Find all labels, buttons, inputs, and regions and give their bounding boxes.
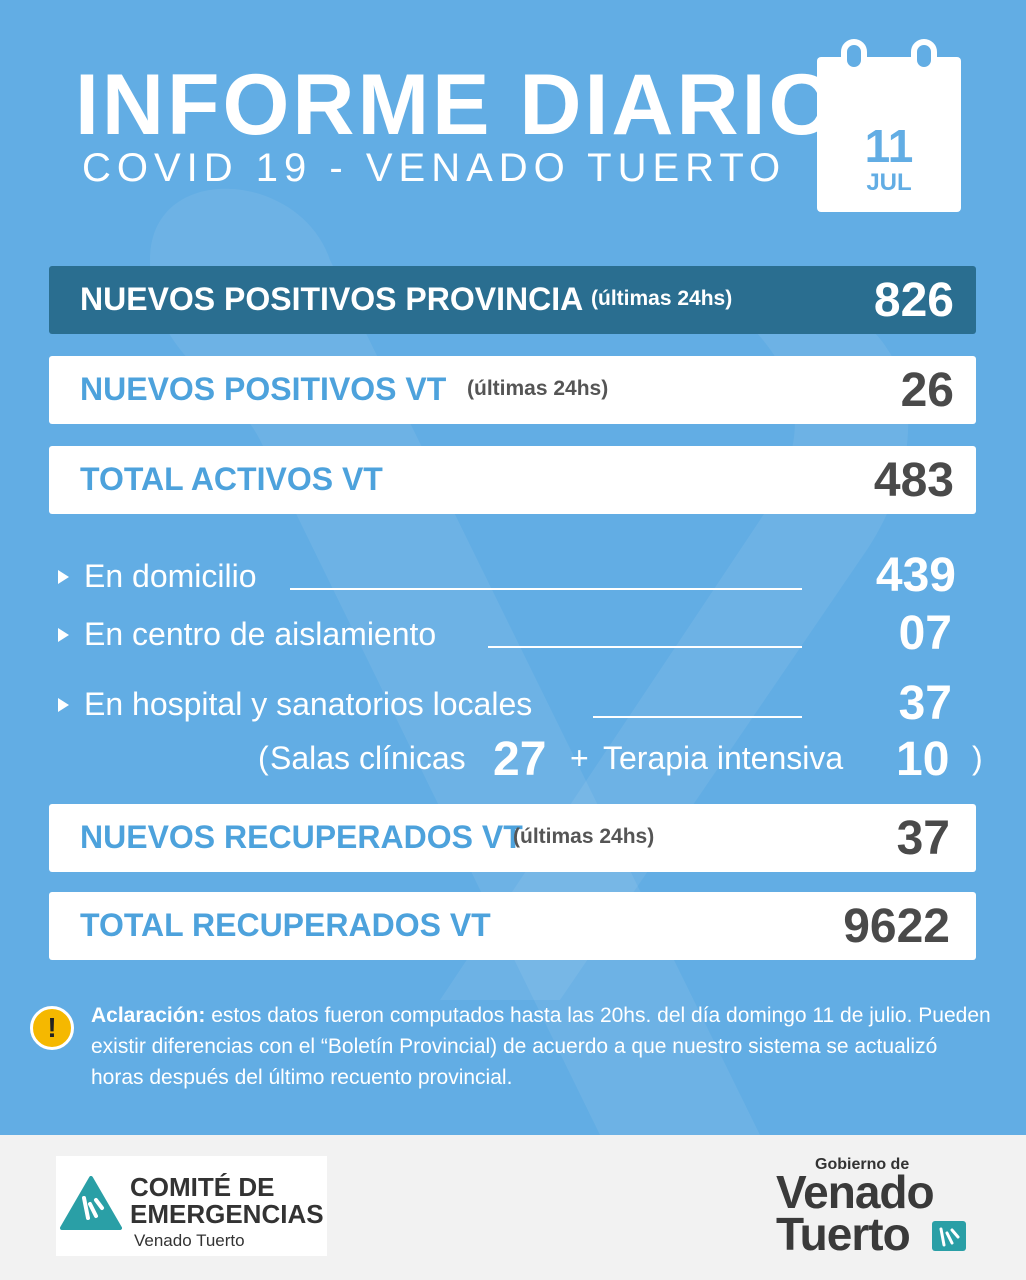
stat-note: (últimas 24hs): [591, 287, 733, 310]
page-title: INFORME DIARIO: [75, 57, 839, 153]
calendar-ring-right: [911, 39, 937, 73]
stat-bar-provincia: NUEVOS POSITIVOS PROVINCIA (últimas 24hs…: [49, 266, 976, 334]
breakdown-open-paren: (: [258, 740, 269, 776]
detail-leader-line: [290, 588, 802, 590]
detail-label: En hospital y sanatorios locales: [84, 686, 533, 722]
stat-value: 37: [896, 812, 950, 865]
stat-bar-activos-vt: TOTAL ACTIVOS VT 483: [49, 446, 976, 514]
comite-logo-block: COMITÉ DE EMERGENCIAS Venado Tuerto: [56, 1156, 327, 1256]
stat-label: NUEVOS RECUPERADOS VT: [80, 819, 523, 855]
stat-label: NUEVOS POSITIVOS PROVINCIA: [80, 281, 584, 317]
detail-row-domicilio: En domicilio 439: [58, 552, 958, 606]
calendar-icon: DOMINGO 11 JUL: [817, 39, 961, 212]
gobierno-logo-icon: [932, 1221, 966, 1251]
detail-label: En centro de aislamiento: [84, 616, 437, 652]
breakdown-terapia-label: Terapia intensiva: [603, 740, 844, 776]
comite-line1: COMITÉ DE: [130, 1172, 275, 1202]
disclaimer: Aclaración: estos datos fueron computado…: [91, 1000, 991, 1093]
triangle-bullet-icon: [58, 628, 69, 642]
page-subtitle: COVID 19 - VENADO TUERTO: [82, 146, 787, 190]
hospital-breakdown: ( Salas clínicas 27 + Terapia intensiva …: [0, 736, 1026, 792]
breakdown-terapia-value: 10: [896, 733, 950, 786]
gobierno-line1: Venado: [776, 1166, 935, 1218]
calendar-month: JUL: [866, 169, 912, 196]
stat-label: NUEVOS POSITIVOS VT: [80, 371, 447, 407]
warning-icon: !: [30, 1006, 74, 1050]
stat-value: 826: [873, 274, 954, 327]
disclaimer-text: estos datos fueron computados hasta las …: [91, 1004, 991, 1089]
breakdown-plus: +: [570, 740, 589, 776]
stat-note: (últimas 24hs): [467, 377, 609, 400]
stat-value: 483: [873, 454, 954, 507]
stat-label: TOTAL RECUPERADOS VT: [80, 907, 491, 943]
stat-bar-nuevos-recuperados: NUEVOS RECUPERADOS VT (últimas 24hs) 37: [49, 804, 976, 872]
triangle-bullet-icon: [58, 698, 69, 712]
breakdown-salas-value: 27: [493, 733, 547, 786]
detail-value: 07: [898, 607, 952, 660]
calendar-day-number: 11: [864, 120, 914, 172]
stat-label: TOTAL ACTIVOS VT: [80, 461, 383, 497]
comite-line2: EMERGENCIAS: [130, 1199, 324, 1229]
detail-value: 37: [898, 677, 952, 730]
detail-value: 439: [875, 549, 956, 602]
detail-row-aislamiento: En centro de aislamiento 07: [58, 610, 958, 664]
breakdown-close-paren: ): [972, 740, 983, 776]
detail-leader-line: [488, 646, 802, 648]
stat-bar-total-recuperados: TOTAL RECUPERADOS VT 9622: [49, 892, 976, 960]
stat-value: 26: [900, 364, 954, 417]
gobierno-small-text: Gobierno de: [815, 1156, 910, 1173]
disclaimer-bold: Aclaración:: [91, 1004, 206, 1027]
stat-value: 9622: [843, 900, 950, 953]
comite-logo: [60, 1176, 122, 1230]
stat-bar-nuevos-vt: NUEVOS POSITIVOS VT (últimas 24hs) 26: [49, 356, 976, 424]
gobierno-line2: Tuerto: [776, 1208, 911, 1260]
comite-line3: Venado Tuerto: [134, 1231, 245, 1250]
detail-leader-line: [593, 716, 802, 718]
calendar-ring-left: [841, 39, 867, 73]
calendar-day-name: DOMINGO: [839, 93, 939, 114]
footer: COMITÉ DE EMERGENCIAS Venado Tuerto Gobi…: [0, 1135, 1026, 1280]
detail-row-hospital: En hospital y sanatorios locales 37: [58, 680, 958, 734]
calendar-date-box: [827, 119, 951, 201]
stat-note: (últimas 24hs): [513, 825, 655, 848]
detail-label: En domicilio: [84, 558, 257, 594]
breakdown-salas-label: Salas clínicas: [270, 740, 466, 776]
triangle-bullet-icon: [58, 570, 69, 584]
